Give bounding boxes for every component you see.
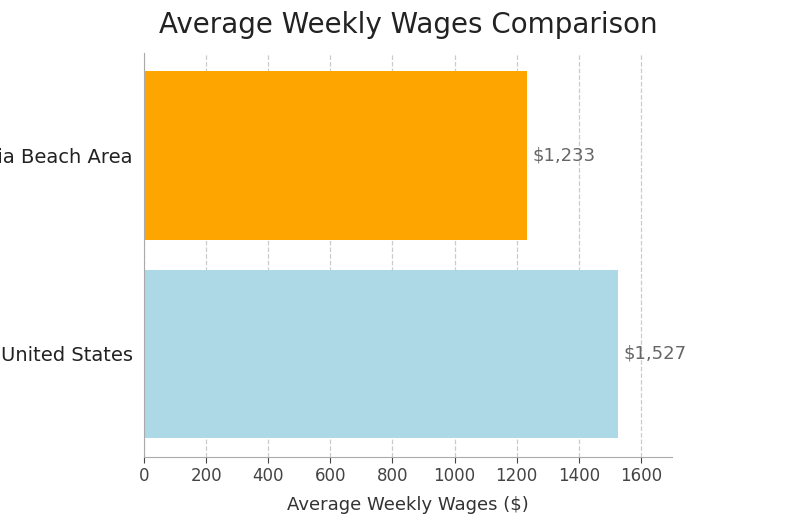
- Bar: [144, 269, 618, 438]
- Bar: [144, 71, 527, 240]
- Title: Average Weekly Wages Comparison: Average Weekly Wages Comparison: [158, 11, 658, 39]
- X-axis label: Average Weekly Wages ($): Average Weekly Wages ($): [287, 496, 529, 514]
- Text: $1,233: $1,233: [533, 146, 596, 164]
- Text: $1,527: $1,527: [624, 345, 687, 363]
